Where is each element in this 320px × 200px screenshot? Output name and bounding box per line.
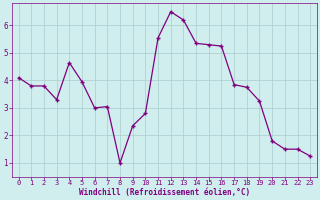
X-axis label: Windchill (Refroidissement éolien,°C): Windchill (Refroidissement éolien,°C) bbox=[79, 188, 250, 197]
